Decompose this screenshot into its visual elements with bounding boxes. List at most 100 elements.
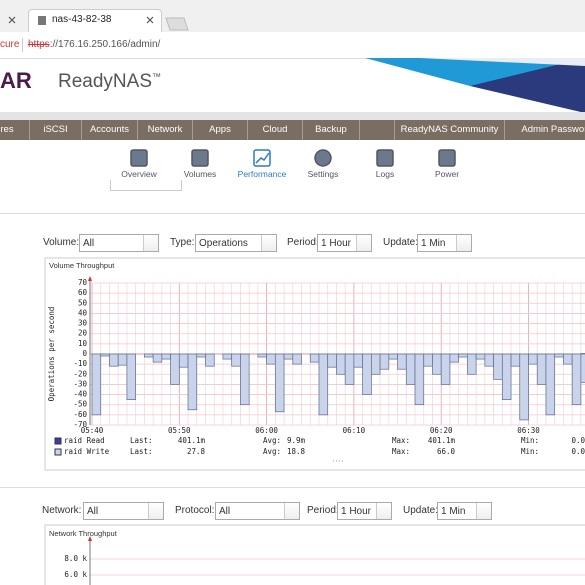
nav-spacer bbox=[360, 120, 395, 140]
tab-label[interactable]: Volumes bbox=[183, 169, 217, 179]
bar bbox=[152, 353, 163, 363]
bar bbox=[318, 353, 329, 416]
bar bbox=[580, 353, 585, 383]
filter-label: Period: bbox=[307, 505, 339, 516]
address-bar[interactable] bbox=[0, 32, 585, 59]
stat-value: 0.0 bbox=[571, 447, 585, 456]
nav-item[interactable]: Apps bbox=[193, 120, 248, 140]
url-scheme: https bbox=[28, 39, 50, 50]
tab-icon bbox=[438, 149, 456, 167]
bar bbox=[91, 353, 102, 416]
filter-select[interactable]: All bbox=[215, 502, 300, 520]
y-tick-label: -30 bbox=[73, 379, 87, 388]
section-tabs: Overview Volumes Performance Settings Logs Po… bbox=[0, 142, 585, 182]
stat-value: 401.1m bbox=[178, 436, 206, 445]
bar bbox=[449, 353, 460, 363]
bar bbox=[336, 353, 346, 375]
stat-value: 401.1m bbox=[428, 436, 456, 445]
stat-value: 0.0 bbox=[571, 436, 585, 445]
x-tick-label: 05:40 bbox=[81, 426, 104, 435]
security-text: cure bbox=[0, 39, 20, 50]
trademark: ™ bbox=[152, 71, 161, 82]
tab-icon bbox=[376, 149, 394, 167]
nav-item[interactable]: Cloud bbox=[248, 120, 303, 140]
nav-item[interactable]: ReadyNAS Community bbox=[395, 120, 505, 140]
icon-shape bbox=[314, 149, 332, 167]
bar bbox=[274, 353, 285, 413]
tab-label[interactable]: Overview bbox=[121, 169, 157, 179]
tab-close-icons bbox=[8, 16, 189, 31]
tab-label[interactable]: Logs bbox=[375, 169, 395, 179]
divider bbox=[0, 213, 585, 214]
y-tick-label: 8.0 k bbox=[64, 554, 87, 563]
bar bbox=[536, 353, 547, 385]
bar bbox=[109, 353, 119, 367]
x-tick-label: 06:20 bbox=[430, 426, 453, 435]
icon-shape bbox=[130, 149, 148, 167]
axis-arrow bbox=[88, 276, 92, 281]
bar bbox=[266, 353, 276, 365]
bar bbox=[545, 353, 556, 416]
filter-select[interactable]: Operations bbox=[195, 234, 277, 252]
y-tick-label: 70 bbox=[78, 278, 88, 287]
nav-item[interactable]: Admin Password bbox=[505, 120, 585, 140]
tab-icon bbox=[38, 16, 46, 25]
filter-select[interactable]: 1 Hour bbox=[337, 502, 392, 520]
y-tick-label: 50 bbox=[78, 298, 88, 307]
header bbox=[0, 58, 585, 120]
bar bbox=[371, 353, 381, 375]
swoosh bbox=[420, 58, 585, 66]
tab-label[interactable]: Settings bbox=[307, 169, 339, 179]
filter-select[interactable]: All bbox=[83, 502, 164, 520]
y-tick-label: 10 bbox=[78, 339, 88, 348]
nav-item[interactable]: res bbox=[0, 120, 30, 140]
bar bbox=[493, 353, 503, 380]
filter-label: Period: bbox=[287, 237, 319, 248]
bar bbox=[205, 353, 215, 367]
y-tick-label: -20 bbox=[73, 369, 87, 378]
bar bbox=[414, 353, 425, 406]
bar bbox=[528, 353, 538, 365]
y-tick-label: 0 bbox=[82, 349, 87, 358]
close-icon[interactable] bbox=[8, 16, 154, 24]
stub-select bbox=[110, 180, 182, 191]
y-tick-label: -70 bbox=[73, 420, 87, 429]
url-rest: ://176.16.250.166/admin/ bbox=[49, 39, 161, 50]
bar bbox=[187, 353, 198, 411]
product: ReadyNAS™ bbox=[58, 71, 161, 93]
legend-label: raid Write bbox=[64, 447, 110, 456]
nav-item[interactable]: Network bbox=[138, 120, 193, 140]
filter-select[interactable]: 1 Min bbox=[437, 502, 492, 520]
bar bbox=[440, 353, 451, 385]
nav-item[interactable]: Backup bbox=[303, 120, 360, 140]
icon-line bbox=[255, 152, 270, 164]
bar bbox=[475, 353, 486, 360]
bar bbox=[501, 353, 512, 400]
stat-label: Max: bbox=[392, 436, 410, 445]
new-tab[interactable] bbox=[165, 17, 189, 31]
bar bbox=[309, 353, 320, 363]
x-tick-label: 06:30 bbox=[517, 426, 540, 435]
bar bbox=[257, 353, 267, 358]
bar bbox=[405, 353, 416, 385]
tab-icon bbox=[253, 149, 271, 167]
tab-icon bbox=[191, 149, 209, 167]
y-tick-label: -40 bbox=[73, 390, 87, 399]
filter-select[interactable]: 1 Min bbox=[417, 234, 472, 252]
filter-label: Update: bbox=[383, 237, 419, 248]
filter-select[interactable]: 1 Hour bbox=[317, 234, 372, 252]
y-tick-label: -10 bbox=[73, 359, 87, 368]
filter-select[interactable]: All bbox=[79, 234, 159, 252]
bar bbox=[161, 353, 171, 360]
tab-label[interactable]: Performance bbox=[237, 169, 287, 179]
x-tick-label: 06:10 bbox=[343, 426, 366, 435]
nav-item[interactable]: Accounts bbox=[82, 120, 138, 140]
stat-label: Max: bbox=[392, 447, 410, 456]
bar bbox=[554, 353, 564, 358]
browser-tab[interactable] bbox=[28, 9, 162, 33]
nav-item[interactable]: iSCSI bbox=[30, 120, 82, 140]
tab-label[interactable]: Power bbox=[434, 169, 460, 179]
tab-icon bbox=[130, 149, 148, 167]
bar bbox=[458, 353, 468, 358]
url: https://176.16.250.166/admin/ bbox=[28, 39, 160, 50]
